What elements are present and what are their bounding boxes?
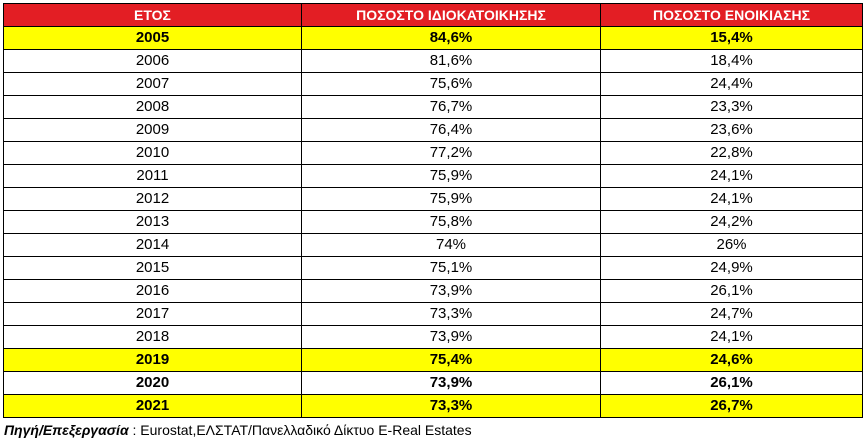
table-cell: 24,6% xyxy=(600,348,863,372)
table-row: 2011 75,9% 24,1% xyxy=(3,164,863,188)
table-cell: 26,1% xyxy=(600,371,863,395)
table-row: 2009 76,4% 23,6% xyxy=(3,118,863,142)
table-cell: 75,6% xyxy=(301,72,601,96)
table-cell: 24,1% xyxy=(600,325,863,349)
header-cell: ΠΟΣΟΣΤΟ ΕΝΟΙΚΙΑΣΗΣ xyxy=(600,3,863,27)
table-row: 2017 73,3% 24,7% xyxy=(3,302,863,326)
table-body: 2005 84,6% 15,4% 2006 81,6% 18,4% 2007 75,6% 24,… xyxy=(3,26,863,418)
table-cell: 2011 xyxy=(3,164,302,188)
table-cell: 23,6% xyxy=(600,118,863,142)
table-cell: 75,1% xyxy=(301,256,601,280)
header-row: ΕΤΟΣ ΠΟΣΟΣΤΟ ΙΔΙΟΚΑΤΟΙΚΗΣΗΣ ΠΟΣΟΣΤΟ ΕΝΟΙΚΙ… xyxy=(3,3,863,27)
table-cell: 2021 xyxy=(3,394,302,418)
table-row: 2019 75,4% 24,6% xyxy=(3,348,863,372)
table-cell: 24,2% xyxy=(600,210,863,234)
table-cell: 76,7% xyxy=(301,95,601,119)
table-cell: 2007 xyxy=(3,72,302,96)
table-cell: 26,1% xyxy=(600,279,863,303)
source-label: Πηγή/Επεξεργασία xyxy=(4,422,129,438)
table-cell: 26,7% xyxy=(600,394,863,418)
table-wrap: ΕΤΟΣ ΠΟΣΟΣΤΟ ΙΔΙΟΚΑΤΟΙΚΗΣΗΣ ΠΟΣΟΣΤΟ ΕΝΟΙΚΙ… xyxy=(3,3,863,418)
table-cell: 76,4% xyxy=(301,118,601,142)
table-row: 2018 73,9% 24,1% xyxy=(3,325,863,349)
header-cell: ΠΟΣΟΣΤΟ ΙΔΙΟΚΑΤΟΙΚΗΣΗΣ xyxy=(301,3,601,27)
table-cell: 73,3% xyxy=(301,302,601,326)
table-cell: 2020 xyxy=(3,371,302,395)
table-row: 2005 84,6% 15,4% xyxy=(3,26,863,50)
table-cell: 84,6% xyxy=(301,26,601,50)
table-row: 2020 73,9% 26,1% xyxy=(3,371,863,395)
table-cell: 77,2% xyxy=(301,141,601,165)
table-cell: 2008 xyxy=(3,95,302,119)
table-cell: 75,9% xyxy=(301,164,601,188)
table-cell: 2013 xyxy=(3,210,302,234)
table-cell: 2012 xyxy=(3,187,302,211)
table-cell: 18,4% xyxy=(600,49,863,73)
table-cell: 24,1% xyxy=(600,187,863,211)
table-row: 2012 75,9% 24,1% xyxy=(3,187,863,211)
table-cell: 2015 xyxy=(3,256,302,280)
table-cell: 24,9% xyxy=(600,256,863,280)
table-cell: 24,4% xyxy=(600,72,863,96)
table-cell: 73,9% xyxy=(301,279,601,303)
table-cell: 75,9% xyxy=(301,187,601,211)
table-row: 2007 75,6% 24,4% xyxy=(3,72,863,96)
table-cell: 74% xyxy=(301,233,601,257)
table-cell: 2016 xyxy=(3,279,302,303)
table-cell: 2014 xyxy=(3,233,302,257)
table-cell: 73,9% xyxy=(301,371,601,395)
table-row: 2010 77,2% 22,8% xyxy=(3,141,863,165)
table-row: 2013 75,8% 24,2% xyxy=(3,210,863,234)
table-cell: 73,3% xyxy=(301,394,601,418)
table-cell: 2006 xyxy=(3,49,302,73)
source-text: : Eurostat,ΕΛΣΤΑΤ/Πανελλαδικό Δίκτυο E-R… xyxy=(132,422,472,438)
table-cell: 2005 xyxy=(3,26,302,50)
table-row: 2008 76,7% 23,3% xyxy=(3,95,863,119)
table-row: 2006 81,6% 18,4% xyxy=(3,49,863,73)
table-cell: 75,8% xyxy=(301,210,601,234)
table-cell: 73,9% xyxy=(301,325,601,349)
table-row: 2021 73,3% 26,7% xyxy=(3,394,863,418)
table-cell: 81,6% xyxy=(301,49,601,73)
table: ΕΤΟΣ ΠΟΣΟΣΤΟ ΙΔΙΟΚΑΤΟΙΚΗΣΗΣ ΠΟΣΟΣΤΟ ΕΝΟΙΚΙ… xyxy=(3,3,863,418)
table-cell: 2010 xyxy=(3,141,302,165)
table-cell: 2017 xyxy=(3,302,302,326)
table-cell: 2019 xyxy=(3,348,302,372)
source: Πηγή/Επεξεργασία : Eurostat,ΕΛΣΤΑΤ/Πανελ… xyxy=(4,422,472,438)
table-cell: 23,3% xyxy=(600,95,863,119)
table-cell: 2018 xyxy=(3,325,302,349)
table-row: 2016 73,9% 26,1% xyxy=(3,279,863,303)
table-cell: 22,8% xyxy=(600,141,863,165)
table-cell: 15,4% xyxy=(600,26,863,50)
table-cell: 75,4% xyxy=(301,348,601,372)
table-row: 2014 74% 26% xyxy=(3,233,863,257)
table-cell: 2009 xyxy=(3,118,302,142)
table-cell: 24,1% xyxy=(600,164,863,188)
header-cell: ΕΤΟΣ xyxy=(3,3,302,27)
table-row: 2015 75,1% 24,9% xyxy=(3,256,863,280)
table-cell: 24,7% xyxy=(600,302,863,326)
table-cell: 26% xyxy=(600,233,863,257)
